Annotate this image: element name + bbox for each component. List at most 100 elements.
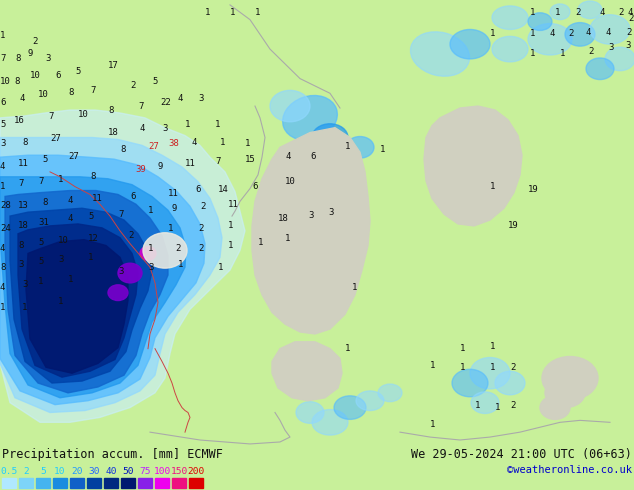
Text: 4: 4 xyxy=(192,138,197,147)
Text: 2: 2 xyxy=(128,231,133,240)
Text: 1: 1 xyxy=(215,120,221,129)
Text: 18: 18 xyxy=(108,128,119,137)
Text: 3: 3 xyxy=(328,208,333,217)
Ellipse shape xyxy=(495,371,525,395)
Polygon shape xyxy=(10,208,152,383)
Ellipse shape xyxy=(108,285,128,300)
Text: 1: 1 xyxy=(218,263,223,272)
Text: 1: 1 xyxy=(255,8,261,17)
Text: 4: 4 xyxy=(628,8,633,17)
Text: 3: 3 xyxy=(608,43,613,52)
Text: 4: 4 xyxy=(550,29,555,38)
Text: 6: 6 xyxy=(195,185,200,194)
Text: 1: 1 xyxy=(58,296,63,306)
Text: 17: 17 xyxy=(108,61,119,70)
Text: 5: 5 xyxy=(0,120,5,129)
Text: 1: 1 xyxy=(205,8,210,17)
Text: 11: 11 xyxy=(168,189,179,197)
Text: 18: 18 xyxy=(278,214,288,223)
Text: 10: 10 xyxy=(55,467,66,476)
Text: 0.5: 0.5 xyxy=(1,467,18,476)
Polygon shape xyxy=(0,138,222,413)
Text: Precipitation accum. [mm] ECMWF: Precipitation accum. [mm] ECMWF xyxy=(2,448,223,461)
Text: 1: 1 xyxy=(430,362,436,370)
Text: 3: 3 xyxy=(162,124,167,133)
Text: 2: 2 xyxy=(200,202,205,211)
Ellipse shape xyxy=(140,246,156,260)
Text: 2: 2 xyxy=(618,8,623,17)
Text: 1: 1 xyxy=(258,238,263,246)
Text: 8: 8 xyxy=(108,106,113,115)
Text: 1: 1 xyxy=(490,29,495,38)
Text: 5: 5 xyxy=(88,212,93,221)
Bar xyxy=(36,478,50,488)
Text: 1: 1 xyxy=(168,224,173,233)
Text: 27: 27 xyxy=(68,152,79,161)
Text: 8: 8 xyxy=(0,263,5,272)
Polygon shape xyxy=(252,128,370,334)
Text: 1: 1 xyxy=(230,8,235,17)
Text: 1: 1 xyxy=(560,49,566,58)
Ellipse shape xyxy=(410,32,470,76)
Text: 10: 10 xyxy=(0,76,11,86)
Text: 9: 9 xyxy=(158,162,164,171)
Bar xyxy=(53,478,67,488)
Text: 10: 10 xyxy=(30,71,41,80)
Text: 24: 24 xyxy=(0,224,11,233)
Ellipse shape xyxy=(312,124,348,151)
Text: 10: 10 xyxy=(58,236,68,245)
Text: 2: 2 xyxy=(32,37,37,47)
Ellipse shape xyxy=(270,90,310,122)
Text: 5: 5 xyxy=(75,67,81,76)
Ellipse shape xyxy=(334,396,366,419)
Ellipse shape xyxy=(528,24,572,55)
Text: 20: 20 xyxy=(71,467,83,476)
Text: 1: 1 xyxy=(68,275,74,284)
Text: 39: 39 xyxy=(135,165,146,174)
Bar xyxy=(2,478,16,488)
Text: 7: 7 xyxy=(90,86,95,96)
Text: 9: 9 xyxy=(28,49,34,58)
Polygon shape xyxy=(0,110,245,422)
Text: 3: 3 xyxy=(18,260,23,270)
Text: 1: 1 xyxy=(285,234,290,243)
Text: 1: 1 xyxy=(380,146,385,154)
Ellipse shape xyxy=(378,384,402,402)
Text: 1: 1 xyxy=(88,253,93,263)
Bar xyxy=(19,478,33,488)
Text: 1: 1 xyxy=(490,182,495,191)
Ellipse shape xyxy=(450,29,490,59)
Text: 1: 1 xyxy=(245,140,250,148)
Text: 16: 16 xyxy=(14,116,25,125)
Text: 1: 1 xyxy=(490,342,495,351)
Text: 7: 7 xyxy=(118,210,124,219)
Text: 10: 10 xyxy=(78,110,89,119)
Text: 1: 1 xyxy=(352,283,358,292)
Text: 3: 3 xyxy=(118,267,124,276)
Text: 1: 1 xyxy=(430,420,436,429)
Ellipse shape xyxy=(565,23,595,46)
Text: 8: 8 xyxy=(14,76,20,86)
Ellipse shape xyxy=(528,13,552,30)
Text: 3: 3 xyxy=(58,255,63,265)
Text: 6: 6 xyxy=(310,152,315,161)
Text: 5: 5 xyxy=(42,155,48,164)
Text: 31: 31 xyxy=(38,218,49,227)
Ellipse shape xyxy=(590,15,630,44)
Text: 1: 1 xyxy=(0,182,5,191)
Text: 1: 1 xyxy=(460,344,465,353)
Text: 1: 1 xyxy=(228,241,233,249)
Text: 5: 5 xyxy=(38,257,43,267)
Ellipse shape xyxy=(578,1,602,19)
Text: 3: 3 xyxy=(22,280,27,289)
Text: 28: 28 xyxy=(0,201,11,210)
Polygon shape xyxy=(424,106,522,226)
Text: 11: 11 xyxy=(228,200,239,209)
Text: 10: 10 xyxy=(285,177,295,186)
Bar xyxy=(172,478,186,488)
Text: 6: 6 xyxy=(130,192,136,200)
Text: 8: 8 xyxy=(90,172,95,181)
Text: 2: 2 xyxy=(568,29,573,38)
Text: 1: 1 xyxy=(148,206,153,215)
Text: 38: 38 xyxy=(168,140,179,148)
